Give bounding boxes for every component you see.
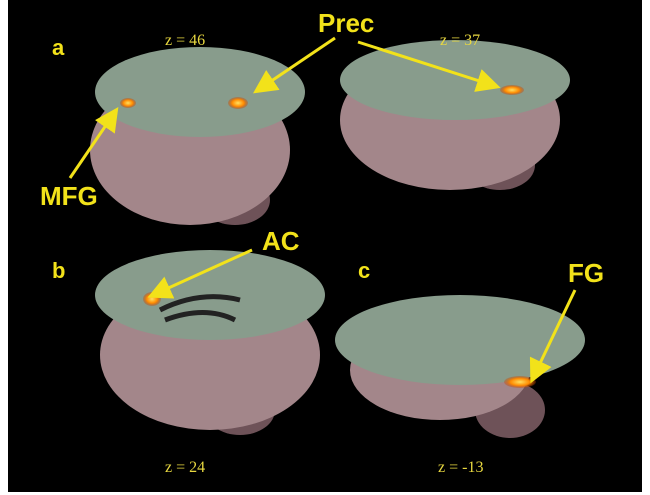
region-label: Prec bbox=[318, 8, 374, 38]
panel-letter: c bbox=[358, 258, 370, 283]
slice-label: z = -13 bbox=[438, 459, 483, 476]
panel-letter: a bbox=[52, 35, 65, 60]
region-label: MFG bbox=[40, 181, 98, 211]
slice-label: z = 24 bbox=[165, 459, 205, 476]
page: a b c z = 46 z = 37 z = 24 z = -13 Prec … bbox=[0, 0, 650, 495]
slice-label: z = 46 bbox=[165, 32, 205, 49]
region-label: AC bbox=[262, 226, 300, 256]
region-label: FG bbox=[568, 258, 604, 288]
slice-label: z = 37 bbox=[440, 32, 480, 49]
figure: a b c z = 46 z = 37 z = 24 z = -13 Prec … bbox=[0, 0, 650, 495]
panel-letter: b bbox=[52, 258, 65, 283]
